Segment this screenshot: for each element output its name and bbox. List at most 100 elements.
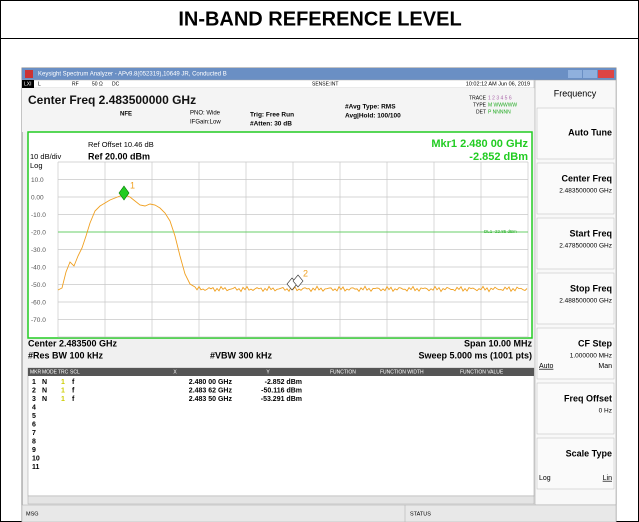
row-number: 11 — [32, 464, 40, 471]
center: Center 2.483500 GHz — [28, 338, 118, 348]
pno: PNO: Wide — [190, 111, 221, 117]
trace-label: TYPE — [473, 102, 487, 108]
avg-hold: Avg|Hold: 100/100 — [345, 113, 401, 120]
msg: MSG — [26, 511, 39, 517]
table-cell: 2.483 62 GHz — [189, 387, 233, 394]
marker-table — [27, 367, 535, 497]
title-bar — [22, 68, 616, 80]
y-label: -30.0 — [31, 247, 46, 254]
softkey-value: 0 Hz — [599, 408, 612, 415]
column-header: FUNCTION VALUE — [460, 369, 504, 375]
close[interactable] — [598, 70, 614, 78]
table-cell: -2.852 dBm — [265, 379, 302, 386]
lxi: LXI — [24, 81, 32, 87]
table-body: MKR MODE TRC SCL X Y FUNCTION FUNCTION WIDTH FUN… — [30, 369, 504, 471]
softkeys: Auto Tune Center Freq 2.483500000 GHz Start… — [536, 107, 615, 490]
y-label: 10.0 — [31, 177, 44, 184]
row-number: 5 — [32, 413, 36, 420]
table-cell: N — [42, 387, 47, 394]
softkey-option: Auto — [539, 363, 554, 370]
y-label: -70.0 — [31, 317, 46, 324]
marker-freq: Mkr1 2.480 00 GHz — [431, 138, 528, 150]
softkey[interactable] — [536, 217, 615, 270]
column-header: SCL — [70, 369, 80, 375]
table-cell: N — [42, 379, 47, 386]
ref-level: Ref 20.00 dBm — [88, 151, 150, 161]
softkey-value: 1.000000 MHz — [570, 353, 612, 360]
softkey[interactable] — [536, 382, 615, 435]
softkey[interactable] — [536, 327, 615, 380]
softkey[interactable] — [536, 437, 615, 490]
scale-type: Log — [30, 161, 43, 170]
status-l: L — [38, 81, 41, 87]
plot-area — [27, 131, 533, 339]
softkey-label: Auto Tune — [568, 127, 612, 137]
softkey-option: Man — [598, 363, 612, 370]
vbw: #VBW 300 kHz — [210, 350, 273, 360]
table-cell: -50.116 dBm — [261, 387, 302, 394]
column-header: MODE — [42, 369, 58, 375]
row-number: 7 — [32, 430, 36, 437]
marker-level: -2.852 dBm — [469, 151, 528, 163]
trace-label: DET — [476, 109, 486, 115]
marker-1 — [118, 185, 130, 201]
maximize[interactable] — [583, 70, 597, 78]
table-cell: 2.483 50 GHz — [189, 396, 233, 403]
table-cell: f — [72, 387, 75, 394]
y-label: 0.00 — [31, 195, 44, 202]
softkey-label: Stop Freq — [570, 283, 612, 293]
softkey-option: Log — [539, 475, 551, 482]
row-number: 8 — [32, 438, 36, 445]
column-header: Y — [266, 369, 270, 375]
table-cell: 1 — [32, 379, 36, 386]
column-header: MKR — [30, 369, 42, 375]
softkey[interactable] — [536, 272, 615, 325]
atten: #Atten: 30 dB — [250, 121, 292, 128]
table-cell: 2 — [32, 387, 36, 394]
y-label: -60.0 — [31, 300, 46, 307]
table-cell: 3 — [32, 396, 36, 403]
softkey-value: 2.478500000 GHz — [559, 243, 612, 250]
app-icon — [25, 70, 33, 78]
sweep: Sweep 5.000 ms (1001 pts) — [418, 350, 532, 360]
trace-value: 1 2 3 4 5 6 — [488, 95, 512, 101]
trace — [57, 194, 528, 293]
lxi-cell — [22, 80, 34, 88]
y-label: -40.0 — [31, 265, 46, 272]
softkey-label: Scale Type — [566, 448, 612, 458]
page-title: IN-BAND REFERENCE LEVEL — [178, 8, 461, 30]
status: STATUS — [410, 511, 431, 517]
row-number: 10 — [32, 455, 40, 462]
softkey-label: CF Step — [578, 338, 613, 348]
softkey-label: Freq Offset — [564, 393, 612, 403]
y-label: -10.0 — [31, 212, 46, 219]
footer — [21, 504, 617, 522]
status-rf: RF — [72, 81, 79, 87]
softkey[interactable] — [536, 162, 615, 215]
row-number: 9 — [32, 447, 36, 454]
minimize[interactable] — [568, 70, 582, 78]
status-datetime: 10:02:12 AM Jun 06, 2019 — [466, 81, 530, 87]
y-label: -20.0 — [31, 230, 46, 237]
y-label: -50.0 — [31, 282, 46, 289]
table-cell: 1 — [61, 379, 65, 386]
res-bw: #Res BW 100 kHz — [28, 350, 104, 360]
display-line-label: DL1 -22.85 dBm — [484, 229, 517, 234]
softkey-value: 2.488500000 GHz — [559, 298, 612, 305]
status-sense: SENSE:INT — [312, 81, 338, 87]
table-cell: f — [72, 379, 75, 386]
softkey[interactable] — [536, 107, 615, 160]
table-cell: N — [42, 396, 47, 403]
avg-type: #Avg Type: RMS — [345, 104, 396, 111]
center-freq: Center Freq 2.483500000 GHz — [28, 93, 196, 107]
trig: Trig: Free Run — [250, 112, 294, 119]
scale: 10 dB/div — [30, 152, 62, 161]
marker-2-label: 2 — [303, 268, 308, 278]
status-coupling: DC — [112, 81, 120, 87]
table-cell: 1 — [61, 387, 65, 394]
scrollbar[interactable] — [27, 495, 535, 505]
softkey-menu: Frequency — [554, 88, 597, 98]
column-header: FUNCTION — [330, 369, 356, 375]
window-title: Keysight Spectrum Analyzer - APv9.8(0523… — [38, 72, 227, 78]
table-cell: 1 — [61, 396, 65, 403]
